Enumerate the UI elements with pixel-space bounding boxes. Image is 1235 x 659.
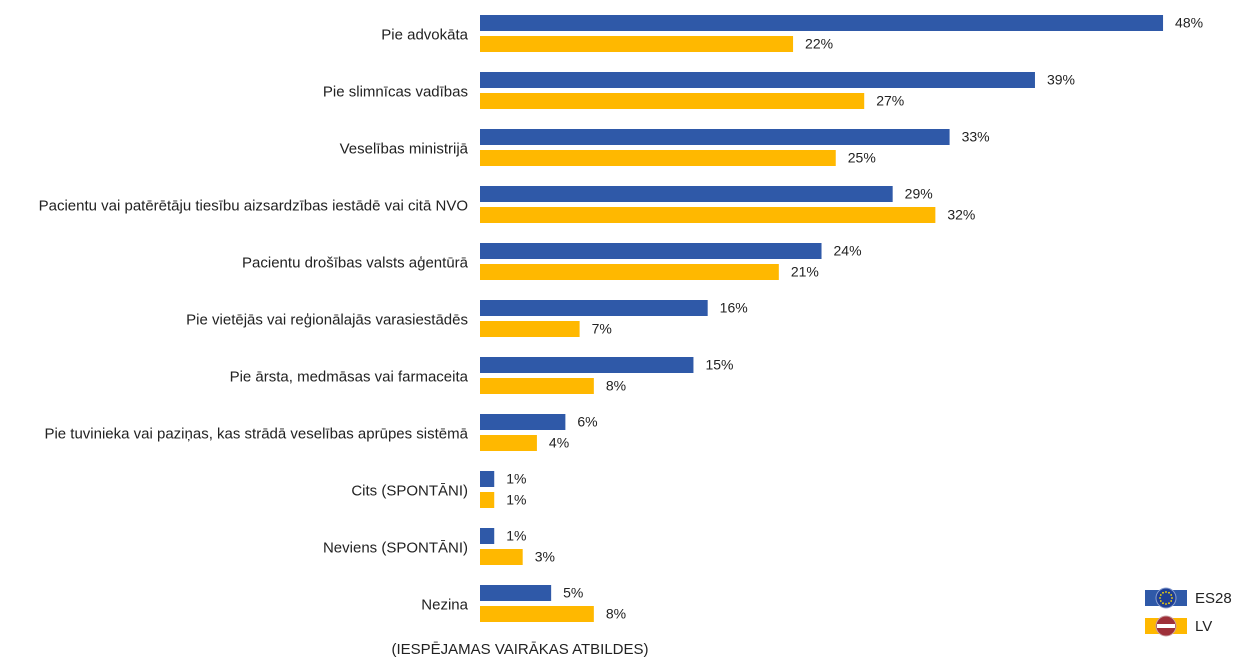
- category-label: Pie tuvinieka vai paziņas, kas strādā ve…: [44, 425, 468, 442]
- bar: [480, 549, 523, 565]
- bar: [480, 15, 1164, 31]
- legend-flag-star: [1171, 597, 1173, 599]
- value-label: 24%: [834, 243, 862, 259]
- bar: [480, 36, 794, 52]
- value-label: 29%: [905, 186, 933, 202]
- legend-flag-star: [1170, 600, 1173, 602]
- bar: [480, 606, 594, 622]
- legend-flag-star: [1159, 594, 1162, 596]
- value-label: 27%: [876, 93, 904, 109]
- legend-flag-stripe: [1157, 624, 1175, 628]
- value-label: 8%: [606, 606, 626, 622]
- value-label: 4%: [549, 435, 569, 451]
- bar: [480, 264, 779, 280]
- value-label: 8%: [606, 378, 626, 394]
- legend-flag-star: [1168, 591, 1170, 594]
- value-label: 48%: [1175, 15, 1203, 31]
- bar: [480, 414, 566, 430]
- value-label: 32%: [947, 207, 975, 223]
- legend-flag-star: [1170, 594, 1173, 596]
- value-label: 1%: [506, 492, 526, 508]
- legend-flag-star: [1162, 591, 1164, 594]
- legend-flag-star: [1159, 600, 1162, 602]
- category-label: Pie advokāta: [381, 26, 468, 43]
- category-label: Nezina: [421, 596, 468, 613]
- category-label: Pacientu drošības valsts aģentūrā: [242, 254, 469, 271]
- value-label: 1%: [506, 471, 526, 487]
- category-label: Neviens (SPONTĀNI): [323, 539, 468, 556]
- legend-flag-star: [1165, 591, 1167, 593]
- bar: [480, 207, 936, 223]
- value-label: 16%: [720, 300, 748, 316]
- bar: [480, 93, 865, 109]
- value-label: 5%: [563, 585, 583, 601]
- category-label: Pie vietējās vai reģionālajās varasiestā…: [186, 311, 468, 328]
- category-label: Cits (SPONTĀNI): [351, 482, 468, 499]
- value-label: 39%: [1047, 72, 1075, 88]
- bar: [480, 378, 594, 394]
- legend-flag-star: [1159, 597, 1161, 599]
- bar: [480, 186, 893, 202]
- legend-flag: [1155, 587, 1177, 609]
- value-label: 7%: [592, 321, 612, 337]
- bar: [480, 72, 1035, 88]
- category-label: Veselības ministrijā: [340, 140, 469, 157]
- legend-flag-star: [1168, 602, 1170, 605]
- category-label: Pie ārsta, medmāsas vai farmaceita: [230, 368, 469, 385]
- bar: [480, 321, 580, 337]
- bar: [480, 300, 708, 316]
- value-label: 15%: [705, 357, 733, 373]
- legend-flag-star: [1162, 602, 1164, 605]
- bar: [480, 435, 537, 451]
- value-label: 3%: [535, 549, 555, 565]
- bar: [480, 357, 694, 373]
- note: (IESPĒJAMAS VAIRĀKAS ATBILDES): [391, 641, 648, 658]
- value-label: 6%: [577, 414, 597, 430]
- category-label: Pacientu vai patērētāju tiesību aizsardz…: [39, 197, 468, 214]
- bar: [480, 471, 495, 487]
- bar: [480, 129, 950, 145]
- value-label: 33%: [962, 129, 990, 145]
- bar: [480, 243, 822, 259]
- bar: [480, 585, 552, 601]
- category-label: Pie slimnīcas vadības: [323, 83, 468, 100]
- bar: [480, 492, 495, 508]
- value-label: 25%: [848, 150, 876, 166]
- bar: [480, 150, 836, 166]
- value-label: 1%: [506, 528, 526, 544]
- value-label: 22%: [805, 36, 833, 52]
- bar: [480, 528, 495, 544]
- legend-label: ES28: [1195, 590, 1232, 607]
- value-label: 21%: [791, 264, 819, 280]
- legend-label: LV: [1195, 618, 1212, 635]
- legend-flag-star: [1165, 603, 1167, 605]
